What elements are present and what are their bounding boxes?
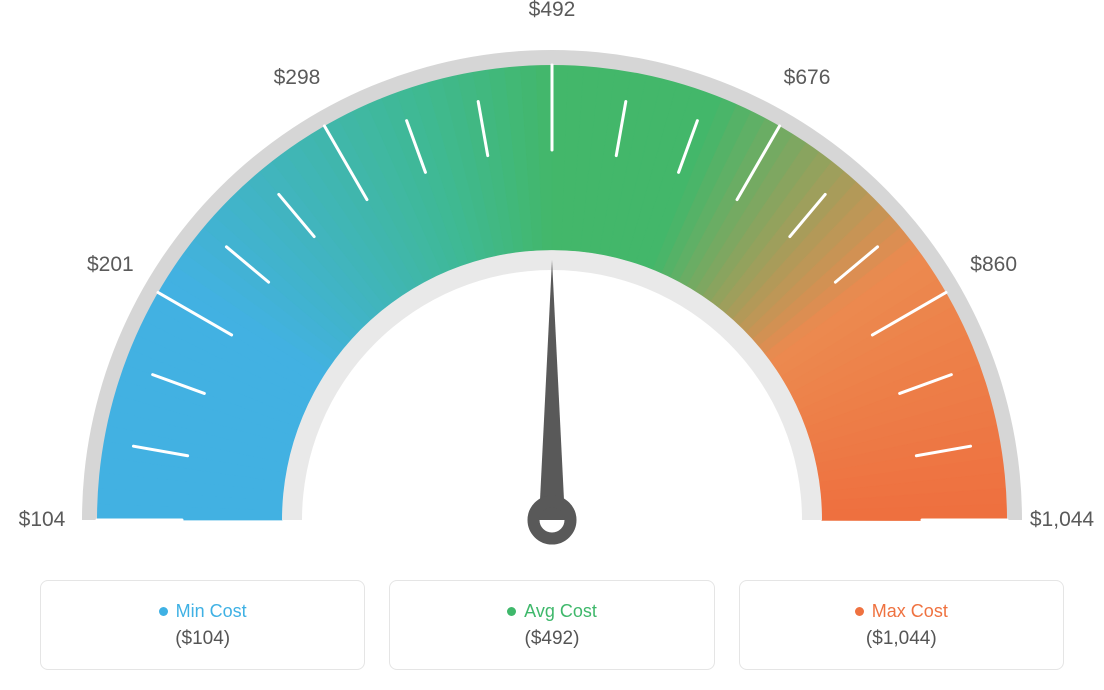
avg-cost-title: Avg Cost — [507, 601, 597, 622]
gauge-tick-label: $298 — [274, 66, 321, 90]
avg-cost-value: ($492) — [525, 628, 580, 650]
avg-cost-dot — [507, 607, 516, 616]
min-cost-title-text: Min Cost — [176, 601, 247, 622]
min-cost-card: Min Cost ($104) — [40, 580, 365, 670]
max-cost-card: Max Cost ($1,044) — [739, 580, 1064, 670]
min-cost-value: ($104) — [175, 628, 230, 650]
summary-row: Min Cost ($104) Avg Cost ($492) Max Cost… — [0, 580, 1104, 690]
gauge-tick-label: $201 — [87, 253, 134, 277]
avg-cost-title-text: Avg Cost — [524, 601, 597, 622]
max-cost-value: ($1,044) — [866, 628, 937, 650]
max-cost-title-text: Max Cost — [872, 601, 948, 622]
min-cost-dot — [159, 607, 168, 616]
gauge-chart: $104 $201 $298 $492 $676 $860 $1,044 — [0, 0, 1104, 560]
gauge-needle — [539, 260, 565, 520]
cost-gauge-container: $104 $201 $298 $492 $676 $860 $1,044 Min Cost … — [0, 0, 1104, 690]
avg-cost-card: Avg Cost ($492) — [389, 580, 714, 670]
gauge-tick-label: $860 — [970, 253, 1017, 277]
min-cost-title: Min Cost — [159, 601, 247, 622]
gauge-tick-label: $1,044 — [1030, 508, 1094, 532]
gauge-tick-label: $492 — [529, 0, 576, 22]
max-cost-title: Max Cost — [855, 601, 948, 622]
gauge-tick-label: $676 — [784, 66, 831, 90]
max-cost-dot — [855, 607, 864, 616]
gauge-tick-label: $104 — [19, 508, 66, 532]
